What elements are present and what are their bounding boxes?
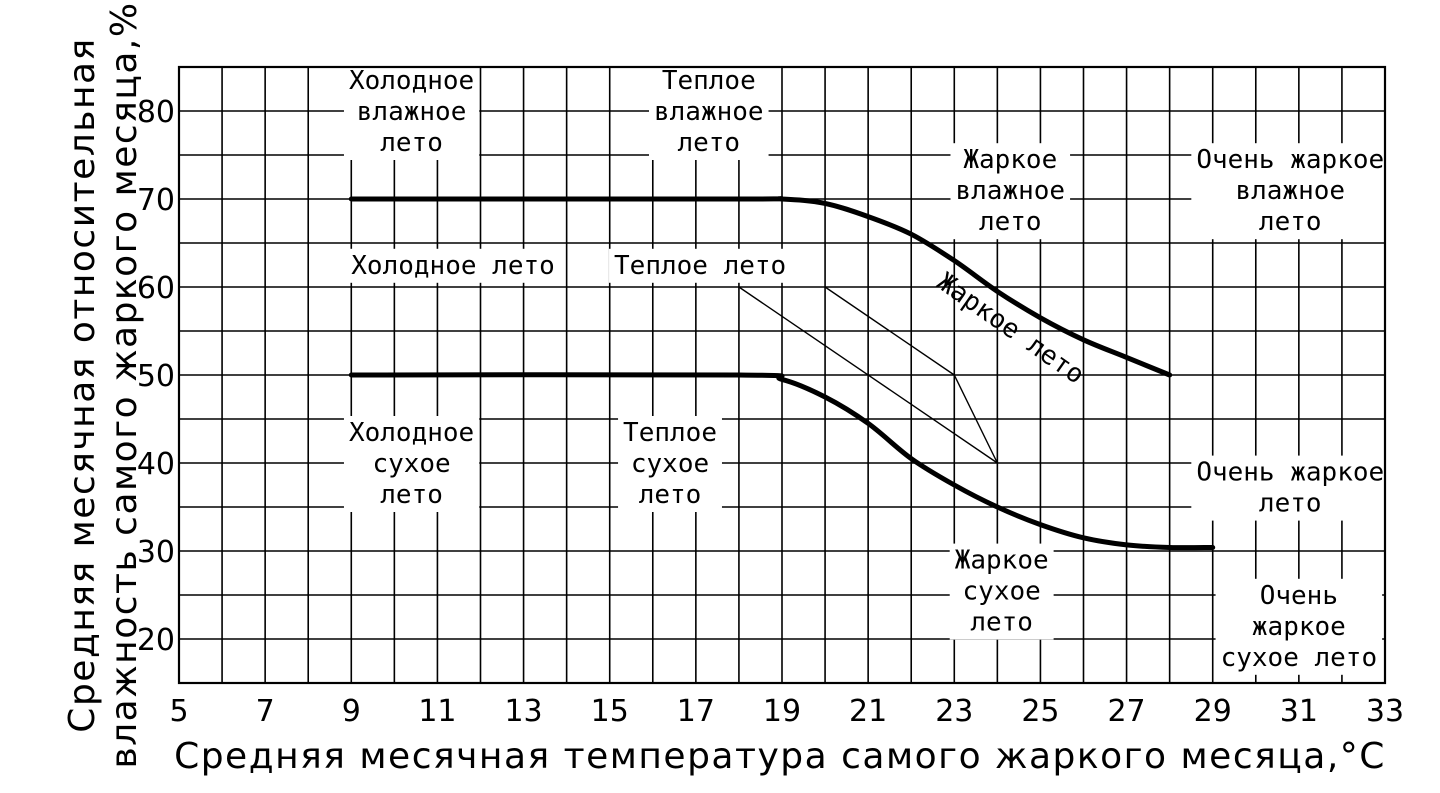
zone-divider-line [953,374,998,464]
y-tick-label: 70 [137,183,175,218]
zone-label-line: сухое [631,449,709,479]
zone-label-background [1191,143,1390,240]
x-tick-label: 17 [677,694,715,729]
zone-label-line: Очень жаркое [1196,145,1384,175]
zone-label-background [950,143,1071,240]
zone-label-line: лето [639,480,702,510]
zone-label-line: жаркое [1252,612,1346,642]
x-tick-label: 9 [342,694,361,729]
zone-label: Теплое лето [609,248,792,283]
zone-divider-line [738,286,998,464]
x-tick-label: 25 [1021,694,1059,729]
zone-label-line: лето [979,207,1042,237]
zone-label-line: влажное [654,97,764,127]
y-tick-label: 80 [137,95,175,130]
x-tick-label: 27 [1107,694,1145,729]
zone-label-background [648,64,769,160]
boundary-curves [348,196,1216,551]
zone-label-background [343,416,480,512]
zone-label-line: Теплое лето [614,251,786,281]
y-tick-label: 50 [137,359,175,394]
zone-label-line: сухое лето [1221,643,1378,673]
x-tick-label: 11 [418,694,456,729]
zone-label-background [949,543,1054,640]
zone-label-background [1191,455,1390,521]
x-tick-label: 13 [504,694,542,729]
x-tick-label: 7 [256,694,275,729]
y-tick-labels: 20 30 40 50 60 70 80 [137,95,175,658]
zone-label-line: Очень жаркое [1196,458,1384,488]
x-tick-label: 33 [1366,694,1404,729]
zone-label-background [346,248,560,283]
y-tick-label: 40 [137,447,175,482]
y-tick-label: 20 [137,623,175,658]
zone-label-line: лето [677,128,740,158]
humid-boundary-curve [348,196,1173,378]
zone-label-line: Холодное [349,66,474,96]
zone-label-line: лето [380,480,443,510]
zone-label-line: Очень [1260,581,1338,611]
zone-label-line: Холодное лето [351,251,555,281]
zone-label-line: Холодное [349,418,474,448]
zone-label-line: влажное [1235,176,1345,206]
x-tick-label: 23 [935,694,973,729]
y-axis-label-line1: Средняя месячная относительная [62,37,103,732]
zone-label-background [1215,578,1383,675]
zone-label: Холодное лето [346,248,560,283]
zone-label-line: влажное [357,97,467,127]
x-tick-label: 19 [763,694,801,729]
zone-label-line: Теплое [662,66,756,96]
zone-label-line: лето [970,608,1033,638]
x-tick-label: 15 [591,694,629,729]
y-tick-label: 30 [137,535,175,570]
zone-label-line: лето [380,128,443,158]
divider-lines [738,286,998,464]
zone-label-line: лето [1259,207,1322,237]
zone-label-background [609,248,792,283]
zone-label-line: лето [1259,489,1322,519]
zone-label-line: сухое [372,449,450,479]
x-tick-label: 29 [1194,694,1232,729]
y-tick-label: 60 [137,271,175,306]
zone-label-line: Жаркое [955,546,1049,576]
plot-frame [177,65,1387,685]
x-tick-labels: 5 7 9 11 13 15 17 19 21 23 25 27 29 31 33 [169,694,1404,729]
zone-label-line: влажное [955,176,1065,206]
x-tick-label: 21 [849,694,887,729]
x-axis-label: Средняя месячная температура самого жарк… [174,736,1386,777]
zone-label-line: сухое [963,577,1041,607]
y-axis-label-line2: влажность самого жаркого месяца,% [104,1,145,768]
x-tick-label: 5 [169,694,188,729]
zone-label-background [618,416,722,512]
zone-label-line: Жаркое [963,145,1057,175]
zone-label-background [343,64,480,160]
zone-label-line: Теплое [623,418,717,448]
x-tick-label: 31 [1280,694,1318,729]
zone-divider-line [824,286,955,376]
dry-boundary-curve [348,372,1216,551]
zone-labels: ХолодноевлажноелетоТеплоевлажноелетоЖарк… [343,64,1390,675]
